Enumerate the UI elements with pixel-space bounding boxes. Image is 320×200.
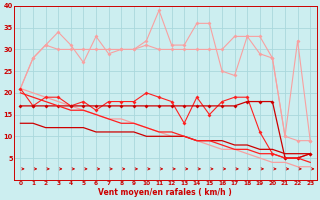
X-axis label: Vent moyen/en rafales ( km/h ): Vent moyen/en rafales ( km/h ) — [99, 188, 232, 197]
